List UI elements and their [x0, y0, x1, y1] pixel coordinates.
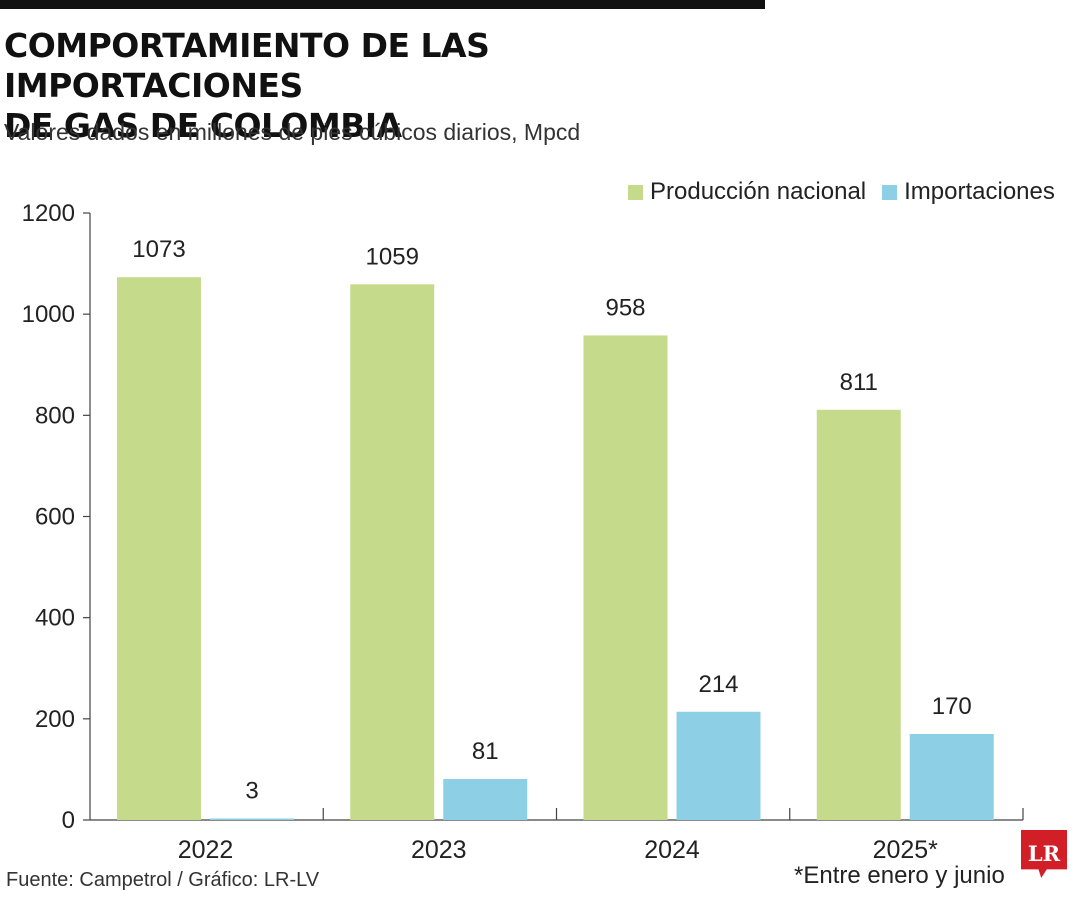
- bar-importaciones: [443, 779, 528, 820]
- data-label-importaciones: 214: [698, 671, 738, 698]
- y-tick-label: 1000: [22, 301, 75, 328]
- y-tick-label: 1200: [22, 200, 75, 227]
- legend-item-produccion: Producción nacional: [628, 178, 866, 206]
- x-tick-label: 2022: [178, 836, 234, 860]
- y-tick-label: 400: [35, 605, 75, 632]
- legend: Producción nacional Importaciones: [628, 178, 1071, 206]
- legend-label-produccion: Producción nacional: [650, 178, 867, 205]
- legend-swatch-importaciones: [882, 184, 898, 200]
- y-tick-label: 200: [35, 706, 75, 733]
- x-tick-label: 2025*: [873, 836, 939, 860]
- source-credit: Fuente: Campetrol / Gráfico: LR-LV: [6, 869, 320, 891]
- data-label-produccion: 811: [840, 369, 878, 396]
- data-label-produccion: 958: [605, 294, 645, 321]
- chart-title: COMPORTAMIENTO DE LAS IMPORTACIONES DE G…: [4, 26, 784, 146]
- bar-importaciones: [909, 734, 994, 820]
- bar-produccion: [583, 335, 668, 820]
- bar-produccion: [350, 284, 435, 820]
- lr-logo: LR: [1021, 830, 1067, 878]
- y-tick-label: 800: [35, 402, 75, 429]
- data-label-produccion: 1073: [132, 236, 185, 263]
- legend-swatch-produccion: [628, 184, 643, 200]
- bar-importaciones: [676, 711, 761, 820]
- x-tick-label: 2024: [644, 836, 700, 860]
- x-tick-label: 2023: [411, 836, 467, 860]
- bar-chart: 0 200 400 600 800 1000 1200 1073 3 2022 1059 81 2023…: [22, 200, 1024, 860]
- legend-item-importaciones: Importaciones: [882, 178, 1055, 206]
- footnote: *Entre enero y junio: [794, 862, 1005, 889]
- y-tick-label: 600: [35, 504, 75, 531]
- data-label-importaciones: 3: [245, 777, 258, 804]
- data-label-importaciones: 170: [932, 693, 972, 720]
- bar-produccion: [816, 409, 901, 820]
- bar-produccion: [117, 277, 201, 820]
- data-label-importaciones: 81: [472, 738, 499, 765]
- title-line-2: DE GAS DE COLOMBIA: [4, 106, 402, 145]
- y-tick-label: 0: [62, 807, 75, 834]
- top-rule: [0, 0, 765, 9]
- data-label-produccion: 1059: [366, 243, 419, 270]
- bar-importaciones: [210, 818, 294, 820]
- chart-subtitle: Valores dados en millones de pies cúbico…: [4, 119, 581, 145]
- legend-label-importaciones: Importaciones: [904, 178, 1055, 205]
- title-line-1: COMPORTAMIENTO DE LAS IMPORTACIONES: [4, 26, 490, 105]
